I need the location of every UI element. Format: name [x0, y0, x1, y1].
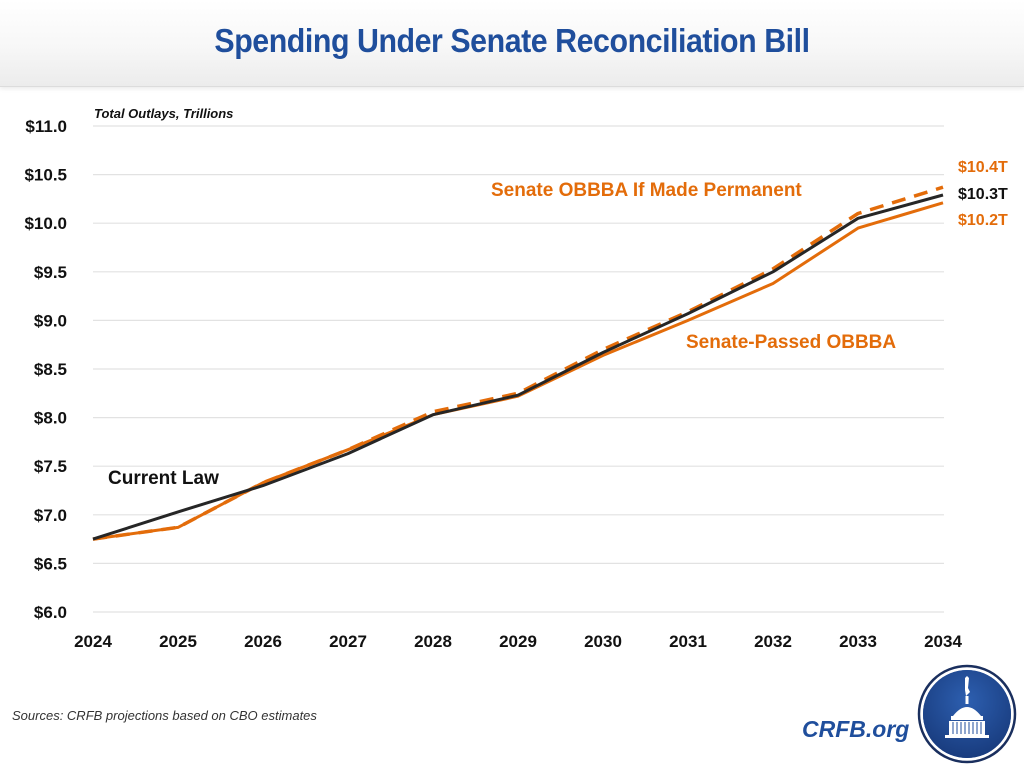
y-tick-label: $8.5 [34, 360, 67, 379]
x-tick-label: 2025 [159, 632, 197, 651]
series-lines [92, 185, 944, 541]
y-tick-label: $10.0 [24, 214, 67, 233]
x-tick-label: 2034 [924, 632, 962, 651]
x-tick-label: 2024 [74, 632, 112, 651]
x-tick-label: 2028 [414, 632, 452, 651]
y-tick-label: $7.5 [34, 457, 67, 476]
series-labels: Current Law Senate-Passed OBBBA Senate OBB… [108, 159, 1008, 489]
y-tick-label: $8.0 [34, 409, 67, 428]
series-annotation: Senate-Passed OBBBA [686, 332, 896, 353]
y-axis: $6.0 $6.5 $7.0 $7.5 $8.0 $8.5 $9.0 $9.5 $10.0 $10… [24, 117, 67, 622]
end-value-label: $10.3T [958, 186, 1008, 203]
x-tick-label: 2029 [499, 632, 537, 651]
title-banner: Spending Under Senate Reconciliation Bil… [0, 0, 1024, 87]
page-title: Spending Under Senate Reconciliation Bil… [214, 22, 810, 59]
y-tick-label: $6.5 [34, 554, 67, 573]
series-annotation: Current Law [108, 468, 219, 489]
y-tick-label: $7.0 [34, 506, 67, 525]
y-tick-label: $6.0 [34, 603, 67, 622]
x-tick-label: 2032 [754, 632, 792, 651]
x-tick-label: 2026 [244, 632, 282, 651]
capitol-dome-logo-icon [917, 664, 1017, 764]
y-tick-label: $11.0 [25, 117, 67, 136]
y-unit-label: Total Outlays, Trillions [94, 106, 233, 121]
end-value-label: $10.2T [958, 212, 1008, 229]
brand-link[interactable]: CRFB.org [802, 716, 910, 742]
x-tick-label: 2033 [839, 632, 877, 651]
x-tick-label: 2027 [329, 632, 367, 651]
series-line-current-law [92, 193, 944, 541]
x-tick-label: 2030 [584, 632, 622, 651]
x-tick-label: 2031 [669, 632, 707, 651]
end-value-label: $10.4T [958, 159, 1008, 176]
sources-note: Sources: CRFB projections based on CBO e… [12, 708, 317, 723]
y-tick-label: $9.5 [34, 263, 67, 282]
y-tick-label: $9.0 [34, 311, 67, 330]
series-line-senate-passed-obbba [92, 201, 944, 541]
series-line-senate-obbba-if-made-permanent [92, 185, 944, 541]
y-tick-label: $10.5 [24, 166, 67, 185]
x-axis: 2024 2025 2026 2027 2028 2029 2030 2031 2032 2033… [74, 632, 962, 651]
gridlines [93, 125, 944, 613]
series-annotation: Senate OBBBA If Made Permanent [491, 180, 802, 201]
